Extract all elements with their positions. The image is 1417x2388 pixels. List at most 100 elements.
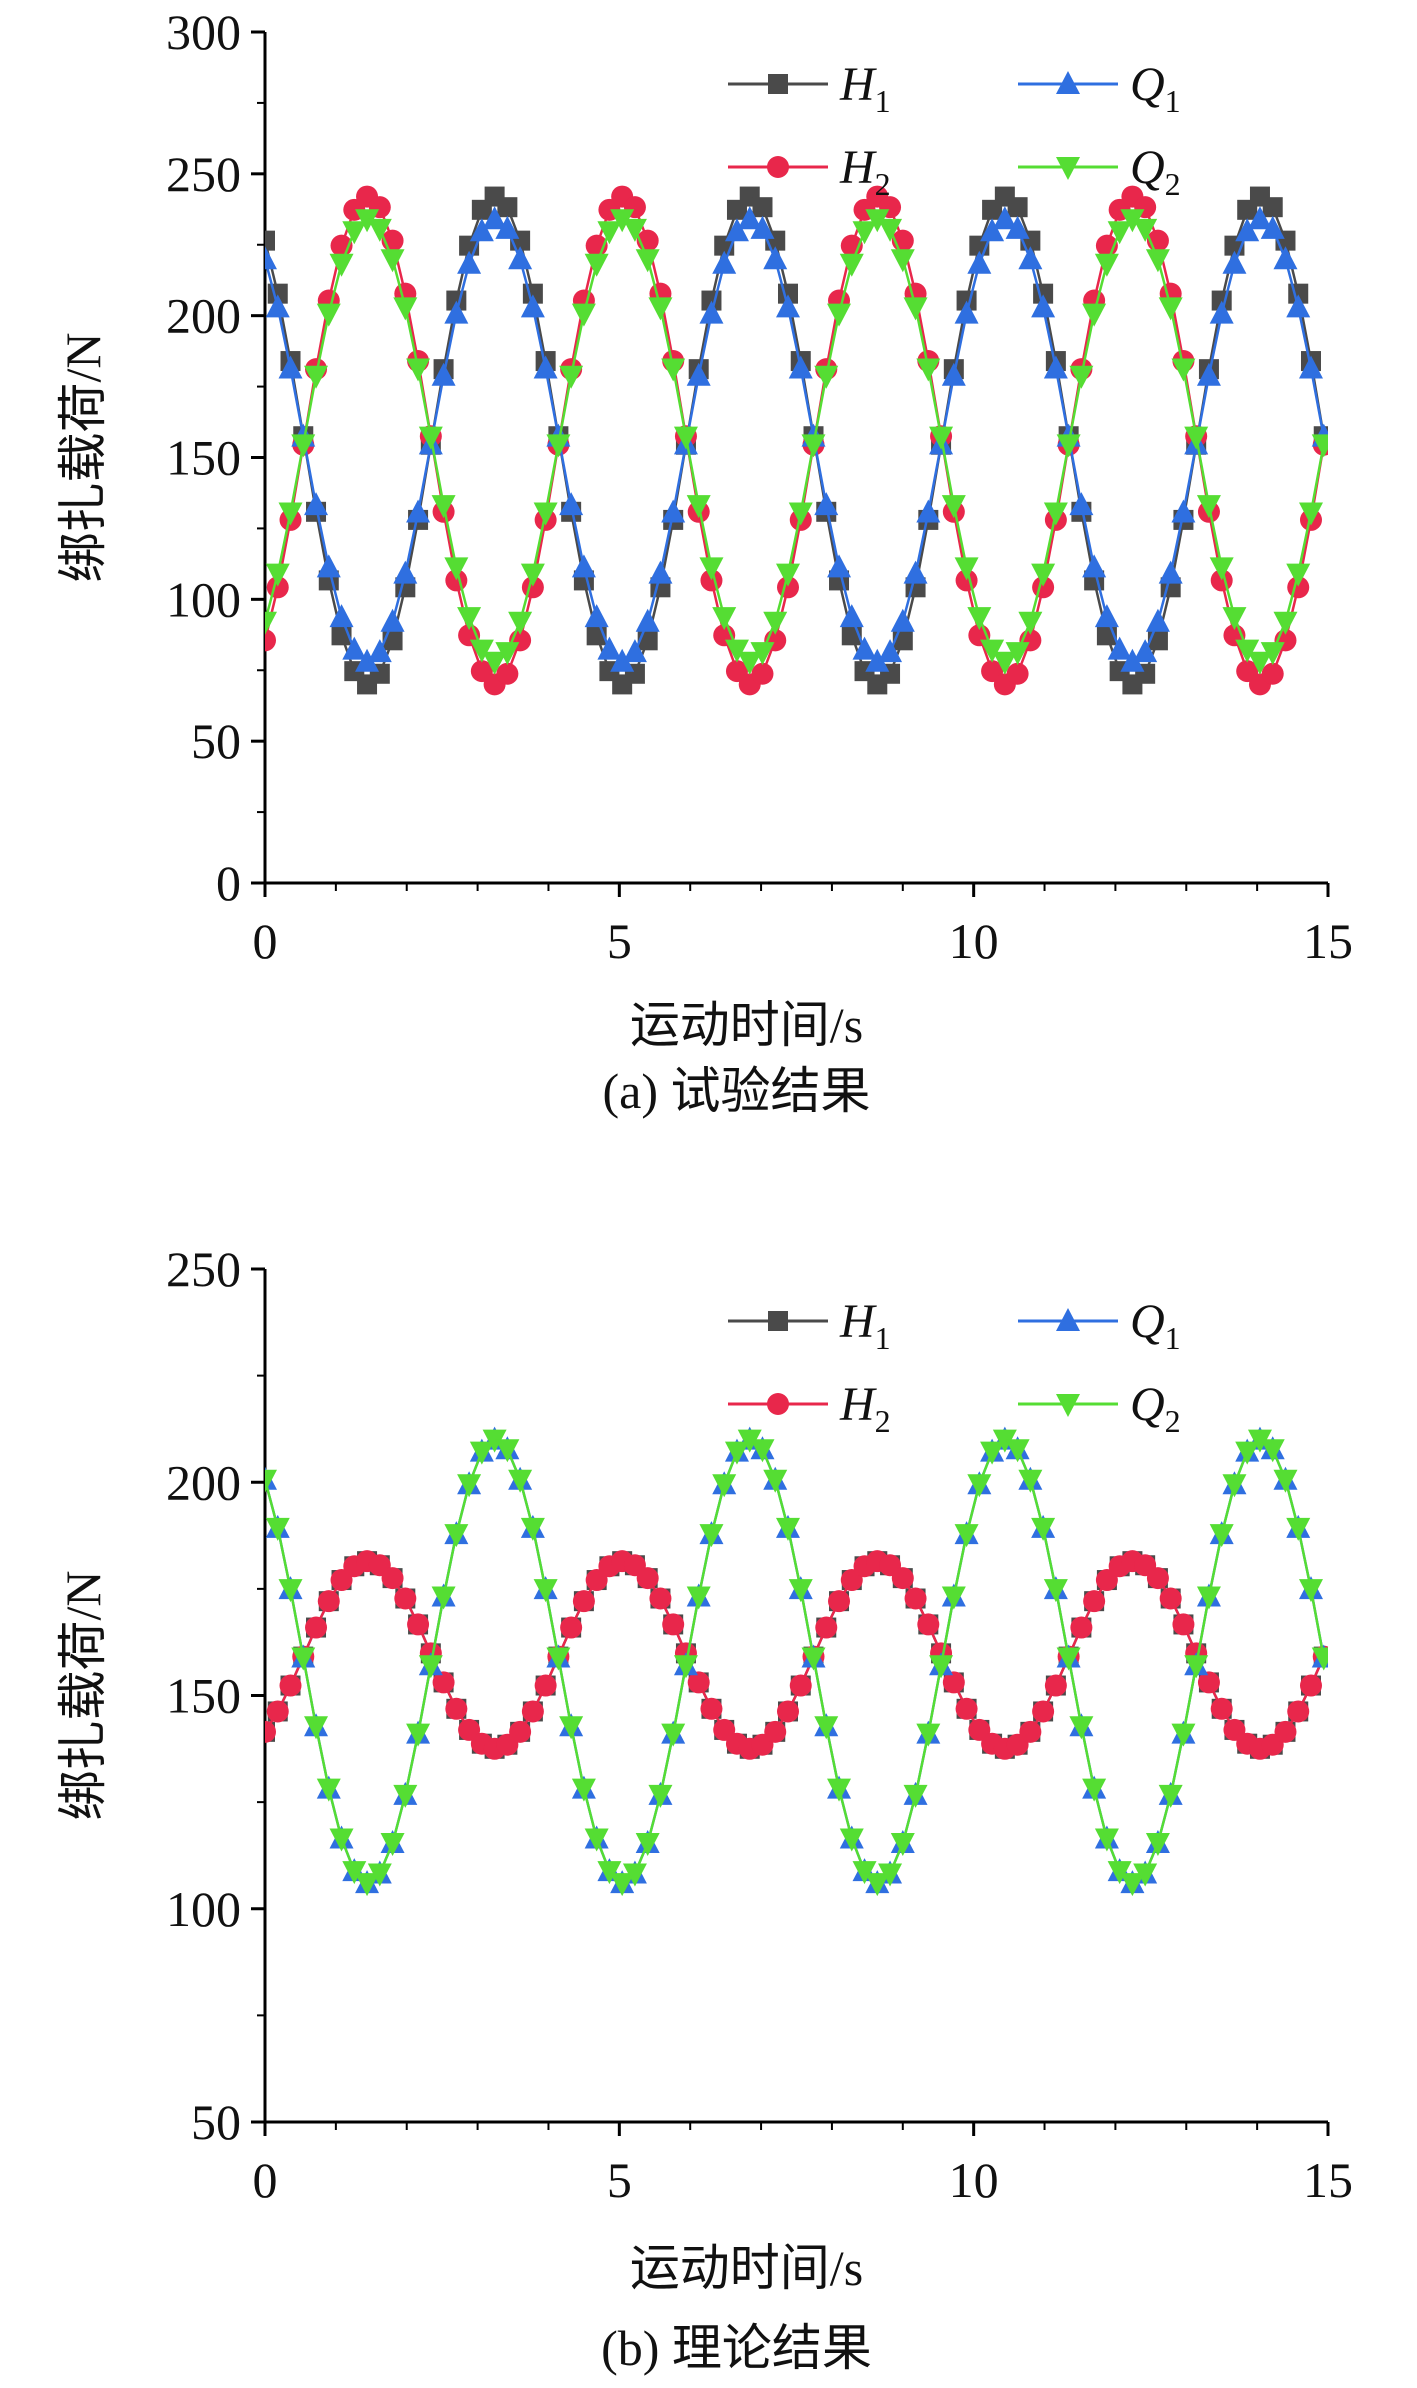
data-point-Q2 xyxy=(737,1429,762,1453)
data-point-Q1 xyxy=(597,636,622,660)
chart-panel-a: 0 50 100 150 200 250 300 0 5 10 15 绑扎载荷/N 运动时间/s (a) … xyxy=(0,0,1417,1160)
data-point-Q2 xyxy=(457,607,482,631)
data-point-Q1 xyxy=(941,362,966,386)
data-point-Q2 xyxy=(954,557,979,581)
y-tick-label: 150 xyxy=(166,1668,241,1724)
x-tick-label: 5 xyxy=(607,2152,632,2208)
data-point-Q2 xyxy=(291,1647,316,1671)
data-point-H2 xyxy=(1172,1613,1195,1636)
data-point-Q2 xyxy=(329,1828,354,1852)
data-point-Q2 xyxy=(380,1833,405,1857)
data-point-Q1 xyxy=(393,560,418,584)
data-point-Q2 xyxy=(1235,639,1260,663)
data-point-Q2 xyxy=(839,253,864,277)
data-point-Q1 xyxy=(431,362,456,386)
data-point-Q2 xyxy=(559,365,584,389)
data-point-Q2 xyxy=(801,434,826,458)
data-point-Q1 xyxy=(1133,639,1158,663)
data-point-Q2 xyxy=(367,218,392,242)
data-point-Q2 xyxy=(673,426,698,450)
data-point-Q2 xyxy=(737,651,762,675)
data-point-Q2 xyxy=(1082,303,1107,327)
legend-label-sub: 1 xyxy=(1165,1320,1181,1356)
data-point-Q2 xyxy=(673,1655,698,1679)
legend-label-sub: 1 xyxy=(1165,83,1181,119)
data-point-Q2 xyxy=(788,1579,813,1603)
data-point-Q2 xyxy=(1043,1579,1068,1603)
data-point-Q2 xyxy=(1196,1586,1221,1610)
x-tick-label: 10 xyxy=(949,2152,999,2208)
data-point-Q2 xyxy=(1273,1469,1298,1493)
y-tick-label: 300 xyxy=(166,4,241,60)
data-point-Q2 xyxy=(278,502,303,526)
data-point-H2 xyxy=(917,1613,940,1636)
data-point-Q2 xyxy=(482,1429,507,1453)
data-point-Q1 xyxy=(457,250,482,274)
data-point-Q2 xyxy=(852,221,877,245)
data-point-H2 xyxy=(687,1671,710,1694)
data-point-H2 xyxy=(789,1674,812,1697)
data-point-Q1 xyxy=(495,215,520,239)
data-point-Q1 xyxy=(635,608,660,632)
data-point-H2 xyxy=(1019,1720,1042,1743)
data-point-H1 xyxy=(497,197,518,218)
series-Q2 xyxy=(265,1429,1328,1897)
data-point-Q2 xyxy=(967,1474,992,1498)
data-point-H2 xyxy=(305,1616,328,1639)
data-point-Q2 xyxy=(367,1863,392,1887)
legend-label: H2 xyxy=(839,141,891,202)
data-point-Q2 xyxy=(1005,1439,1030,1463)
series-H2 xyxy=(265,185,1328,696)
data-point-H2 xyxy=(764,1720,787,1743)
data-point-H2 xyxy=(713,1718,736,1741)
data-point-Q2 xyxy=(533,502,558,526)
data-point-Q1 xyxy=(1273,246,1298,270)
plot-area xyxy=(265,1426,1328,1897)
legend-label-sub: 1 xyxy=(875,83,891,119)
data-point-H2 xyxy=(662,1613,685,1636)
data-point-Q2 xyxy=(775,563,800,587)
data-point-Q2 xyxy=(878,1863,903,1887)
y-tick-label: 250 xyxy=(166,1241,241,1297)
data-point-H2 xyxy=(942,1671,965,1694)
data-point-Q2 xyxy=(1222,607,1247,631)
data-point-Q1 xyxy=(559,492,584,516)
data-point-Q2 xyxy=(1069,365,1094,389)
y-tick-label: 0 xyxy=(216,855,241,911)
data-point-Q2 xyxy=(1260,1439,1285,1463)
data-point-Q2 xyxy=(992,1429,1017,1453)
data-point-Q2 xyxy=(1107,221,1132,245)
data-point-Q2 xyxy=(814,365,839,389)
data-point-Q2 xyxy=(431,495,456,519)
data-point-H2 xyxy=(521,1700,544,1723)
data-point-H2 xyxy=(560,1616,583,1639)
data-point-Q2 xyxy=(1120,1873,1145,1897)
legend-marker xyxy=(1056,157,1080,180)
chart-caption: (a) 试验结果 xyxy=(603,1063,871,1119)
legend-label: H1 xyxy=(839,1295,891,1356)
data-point-H2 xyxy=(828,1590,851,1613)
data-point-Q1 xyxy=(571,554,596,578)
data-point-H1 xyxy=(1007,197,1028,218)
x-tick-label: 15 xyxy=(1303,913,1353,969)
data-point-Q2 xyxy=(763,1469,788,1493)
data-point-Q2 xyxy=(839,1828,864,1852)
data-point-Q1 xyxy=(852,636,877,660)
data-point-H2 xyxy=(279,1674,302,1697)
data-point-Q1 xyxy=(444,300,469,324)
data-point-H2 xyxy=(265,1720,276,1743)
data-point-H2 xyxy=(1159,1587,1182,1610)
data-point-Q1 xyxy=(1235,218,1260,242)
data-point-Q1 xyxy=(1107,636,1132,660)
data-point-Q1 xyxy=(1260,215,1285,239)
y-tick-label: 200 xyxy=(166,1454,241,1510)
data-point-Q2 xyxy=(1158,1784,1183,1808)
data-point-Q1 xyxy=(584,604,609,628)
x-tick-label: 15 xyxy=(1303,2152,1353,2208)
legend-label-main: H xyxy=(839,141,877,194)
legend-item-Q2: Q2 xyxy=(1018,1378,1181,1439)
data-point-Q1 xyxy=(278,355,303,379)
data-point-Q2 xyxy=(597,1861,622,1885)
legend-marker xyxy=(1056,1394,1080,1417)
data-point-Q2 xyxy=(712,1474,737,1498)
